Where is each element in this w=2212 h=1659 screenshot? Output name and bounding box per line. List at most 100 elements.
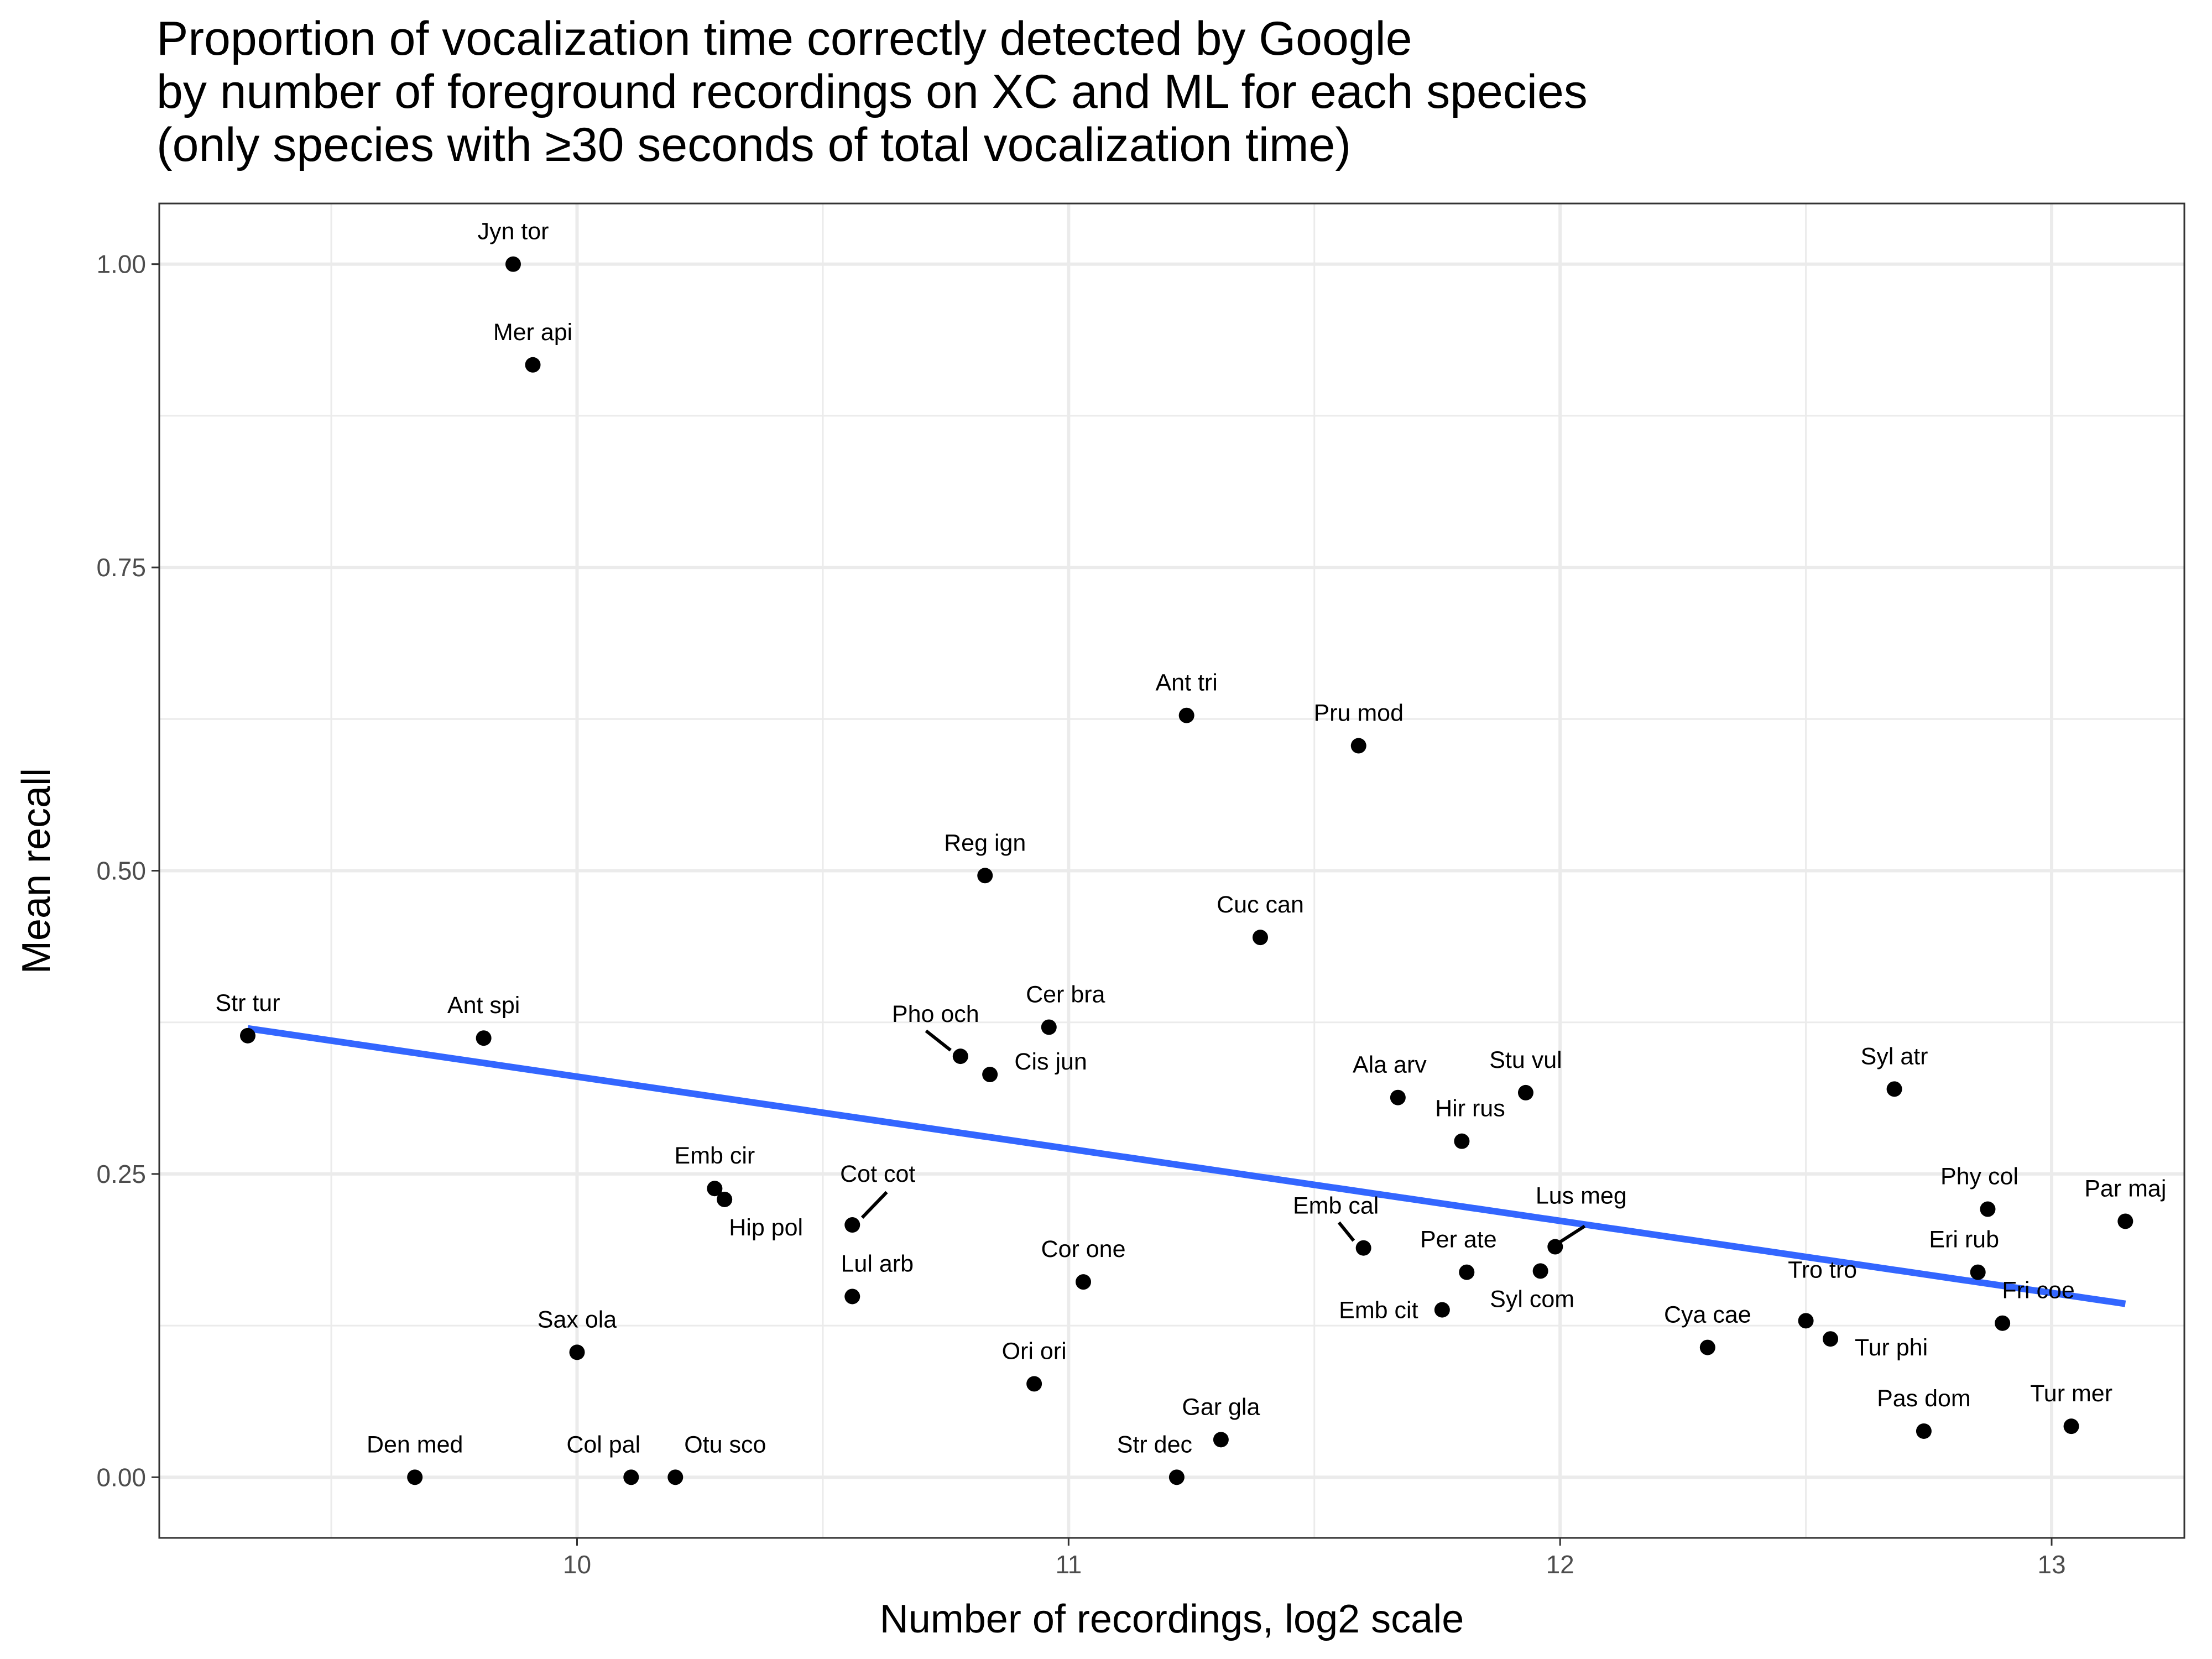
point-label: Pas dom [1877,1385,1971,1412]
data-point [977,868,993,884]
point-label: Cis jun [1014,1048,1087,1075]
data-point [1699,1339,1715,1355]
point-label: Mer api [493,319,572,346]
point-label: Lul arb [841,1250,914,1277]
y-tick-label: 0.75 [96,553,146,582]
point-label: Jyn tor [477,218,549,245]
point-label: Gar gla [1182,1394,1260,1420]
data-point [1252,930,1268,946]
data-point [1355,1240,1371,1256]
data-point [1547,1239,1563,1255]
point-label: Emb cit [1339,1297,1418,1324]
point-label: Tur phi [1855,1334,1928,1361]
point-label: Ant tri [1156,670,1218,696]
point-label: Col pal [566,1431,640,1458]
data-point [1041,1019,1057,1035]
point-label: Par maj [2084,1175,2166,1202]
data-point [407,1469,423,1485]
data-point [952,1048,968,1065]
point-label: Cya cae [1664,1302,1751,1328]
point-label: Emb cir [675,1142,755,1169]
point-label: Str dec [1117,1431,1192,1458]
point-label: Cer bra [1026,981,1105,1008]
data-point [1916,1423,1932,1439]
y-tick-label: 0.50 [96,857,146,885]
point-label: Sax ola [538,1306,617,1333]
data-point [623,1469,639,1485]
x-tick-label: 11 [1055,1550,1082,1579]
x-tick-label: 13 [2037,1550,2065,1579]
data-point [982,1067,998,1083]
point-labels: Jyn tor Mer api Ant tri Pru mod Reg ign Cuc c… [215,218,2166,1458]
point-label: Emb cal [1293,1193,1379,1219]
label-connectors [860,1029,1586,1244]
data-point [1076,1274,1092,1290]
y-tick-label: 1.00 [96,250,146,279]
data-point [239,1027,255,1044]
point-label: Cot cot [840,1161,915,1187]
point-label: Per ate [1420,1227,1497,1253]
data-point [1390,1089,1406,1105]
trend-line [247,1025,2126,1307]
point-label: Tro tro [1788,1256,1857,1283]
data-point [667,1469,684,1485]
data-point [1434,1302,1450,1318]
data-point [569,1344,585,1360]
data-point [476,1030,492,1046]
y-tick-label: 0.25 [96,1160,146,1188]
y-axis-ticks: 0.00 0.25 0.50 0.75 1.00 [96,250,159,1491]
point-label: Str tur [215,990,280,1016]
point-label: Eri rub [1929,1227,1999,1253]
label-connector-line [1559,1224,1586,1244]
title-line-1: Proportion of vocalization time correctl… [156,12,1412,65]
x-axis-title: Number of recordings, log2 scale [880,1597,1464,1641]
data-point [1823,1331,1839,1347]
data-point [1168,1469,1185,1485]
data-point [1886,1081,1902,1097]
x-axis-ticks: 10 11 12 13 [563,1538,2066,1579]
label-connector-line [860,1191,888,1219]
data-point [1517,1084,1533,1100]
point-label: Reg ign [944,830,1026,856]
point-label: Stu vul [1489,1047,1562,1073]
x-tick-label: 12 [1546,1550,1574,1579]
x-tick-label: 10 [563,1550,591,1579]
data-point [844,1217,860,1233]
point-label: Phy col [1940,1164,2018,1190]
data-point [1026,1376,1042,1392]
trend-line-group [247,1025,2126,1307]
point-label: Cor one [1041,1236,1126,1262]
data-point [525,357,541,373]
point-label: Den med [367,1431,463,1458]
point-label: Ala arv [1353,1052,1427,1078]
data-point [1178,707,1194,723]
data-point [2117,1213,2133,1229]
y-axis-title: Mean recall [14,768,59,974]
data-point [1970,1264,1986,1280]
data-point [1798,1313,1814,1329]
point-label: Hip pol [729,1214,803,1241]
data-point [1980,1201,1996,1217]
point-label: Otu sco [684,1431,766,1458]
point-label: Hir rus [1435,1095,1505,1122]
point-label: Ori ori [1002,1338,1067,1364]
point-label: Cuc can [1217,891,1304,918]
data-point [1213,1432,1229,1448]
point-label: Lus meg [1536,1183,1627,1209]
point-label: Tur mer [2030,1380,2112,1407]
point-label: Fri coe [2002,1277,2074,1304]
label-connector-line [925,1029,952,1052]
title-line-3: (only species with ≥30 seconds of total … [156,118,1351,171]
data-point [707,1181,723,1197]
point-label: Pho och [892,1001,979,1027]
data-point [1459,1264,1475,1280]
data-point [505,256,521,272]
data-points [239,256,2133,1485]
data-point [1995,1315,2011,1331]
point-label: Ant spi [447,992,520,1019]
point-label: Syl com [1490,1286,1574,1312]
data-point [1532,1263,1548,1279]
label-connector-line [1337,1221,1355,1242]
point-label: Syl atr [1861,1043,1928,1070]
